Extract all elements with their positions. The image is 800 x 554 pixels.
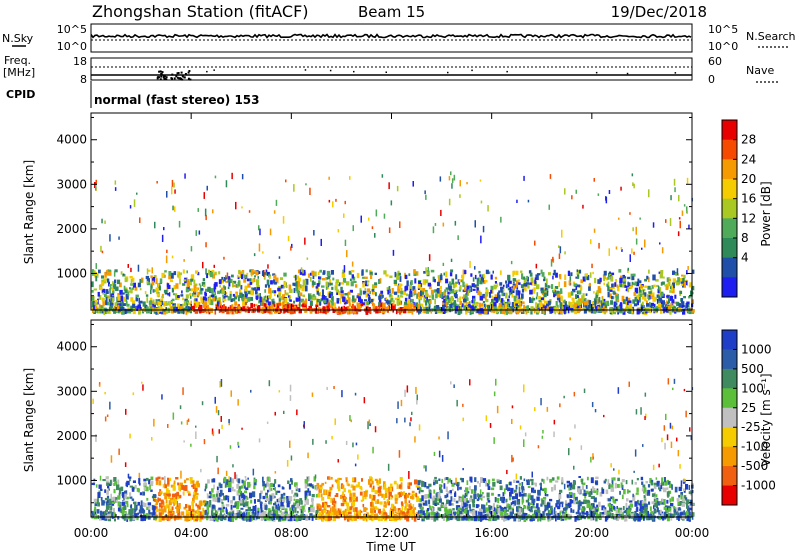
- velocity-ylabel: Slant Range [km]: [22, 368, 36, 472]
- colorbar-tick-label: 28: [741, 133, 756, 147]
- nave-tick-high: 60: [708, 55, 722, 68]
- nsearch-label: N.Search: [746, 30, 796, 43]
- freq-unit-label: [MHz]: [3, 66, 35, 79]
- colorbar-tick-label: 1000: [741, 342, 772, 356]
- colorbar-swatch: [722, 159, 737, 180]
- ytick-label-3000: 3000: [56, 177, 87, 191]
- colorbar-swatch: [722, 257, 737, 278]
- xtick-label: 08:00: [274, 526, 309, 540]
- colorbar-swatch: [722, 330, 737, 350]
- xaxis-label: Time UT: [365, 540, 416, 554]
- xtick-label: 00:00: [74, 526, 109, 540]
- freq-tick-low: 8: [80, 73, 87, 86]
- xtick-label: 20:00: [575, 526, 610, 540]
- colorbar-swatch: [722, 466, 737, 487]
- velocity-colorbar: 1000 500 100 25 -25 -100 -500 -1000: [721, 329, 776, 506]
- ytick-label-2000: 2000: [56, 429, 87, 443]
- date-title: 19/Dec/2018: [611, 3, 707, 21]
- colorbar-swatch: [722, 368, 737, 389]
- station-title: Zhongshan Station (fitACF): [92, 2, 309, 21]
- colorbar-swatch: [722, 388, 737, 409]
- ytick-label-2000: 2000: [56, 222, 87, 236]
- freq-tick-high: 18: [73, 55, 87, 68]
- colorbar-swatch: [722, 218, 737, 239]
- power-yaxis: 1000 2000 3000 4000: [56, 116, 692, 297]
- power-data: [91, 171, 695, 315]
- ytick-label-3000: 3000: [56, 384, 87, 398]
- xtick-label: 04:00: [174, 526, 209, 540]
- power-ylabel: Slant Range [km]: [22, 160, 36, 264]
- ytick-label-1000: 1000: [56, 473, 87, 487]
- colorbar-swatch: [722, 179, 737, 200]
- colorbar-tick-label: 500: [741, 362, 764, 376]
- colorbar-tick-label: -1000: [741, 479, 776, 493]
- velocity-yaxis: 1000 2000 3000 4000: [56, 323, 692, 504]
- power-colorbar-label: Power [dB]: [759, 181, 773, 246]
- colorbar-swatch: [722, 277, 737, 298]
- colorbar-swatch: [722, 139, 737, 160]
- colorbar-swatch: [722, 349, 737, 370]
- colorbar-swatch: [722, 198, 737, 219]
- xtick-label: 00:00: [675, 526, 710, 540]
- nsky-trace: [90, 33, 692, 41]
- time-axis: 00:00 04:00 08:00 12:00 16:00 20:00 00:00: [74, 113, 710, 540]
- nave-tick-low: 0: [708, 73, 715, 86]
- ytick-label-4000: 4000: [56, 340, 87, 354]
- colorbar-tick-label: 12: [741, 211, 756, 225]
- ytick-label-4000: 4000: [56, 133, 87, 147]
- colorbar-tick-label: 16: [741, 192, 756, 206]
- xtick-label: 12:00: [374, 526, 409, 540]
- colorbar-tick-label: 20: [741, 172, 756, 186]
- cpid-label: CPID: [6, 88, 35, 101]
- cpid-text: normal (fast stereo) 153: [94, 93, 260, 107]
- nsky-label: N.Sky: [2, 32, 34, 45]
- xtick-label: 16:00: [474, 526, 509, 540]
- nsearch-tick-low: 10^0: [708, 40, 738, 53]
- colorbar-tick-label: 25: [741, 401, 756, 415]
- colorbar-tick-label: 24: [741, 152, 756, 166]
- nsky-tick-high: 10^5: [57, 23, 87, 36]
- colorbar-tick-label: 8: [741, 231, 749, 245]
- nave-label: Nave: [746, 64, 774, 77]
- colorbar-swatch: [722, 120, 737, 141]
- colorbar-swatch: [722, 485, 737, 506]
- colorbar-swatch: [722, 446, 737, 467]
- freq-label: Freq.: [4, 54, 31, 67]
- colorbar-tick-label: -25: [741, 420, 761, 434]
- colorbar-tick-label: 4: [741, 251, 749, 265]
- colorbar-tick-label: -100: [741, 440, 768, 454]
- beam-title: Beam 15: [358, 3, 425, 21]
- velocity-data: [91, 378, 695, 522]
- ytick-label-1000: 1000: [56, 266, 87, 280]
- freq-panel-frame: [90, 57, 693, 81]
- nsky-tick-low: 10^0: [57, 40, 87, 53]
- power-panel: 1000 2000 3000 4000 Slant Range [km] 28 24 20…: [22, 112, 773, 315]
- velocity-colorbar-label: Velocity [m s⁻¹]: [759, 373, 773, 466]
- colorbar-swatch: [722, 238, 737, 259]
- colorbar-tick-label: 100: [741, 381, 764, 395]
- velocity-panel: 1000 2000 3000 4000 Slant Range [km] 1000 50…: [22, 319, 776, 522]
- nsky-panel-frame: [90, 23, 693, 53]
- colorbar-swatch: [722, 427, 737, 448]
- colorbar-swatch: [722, 407, 737, 428]
- freq-trace: [91, 66, 692, 81]
- colorbar-tick-label: -500: [741, 459, 768, 473]
- power-colorbar: 28 24 20 16 12 8 4: [721, 119, 756, 298]
- nsearch-tick-high: 10^5: [708, 23, 738, 36]
